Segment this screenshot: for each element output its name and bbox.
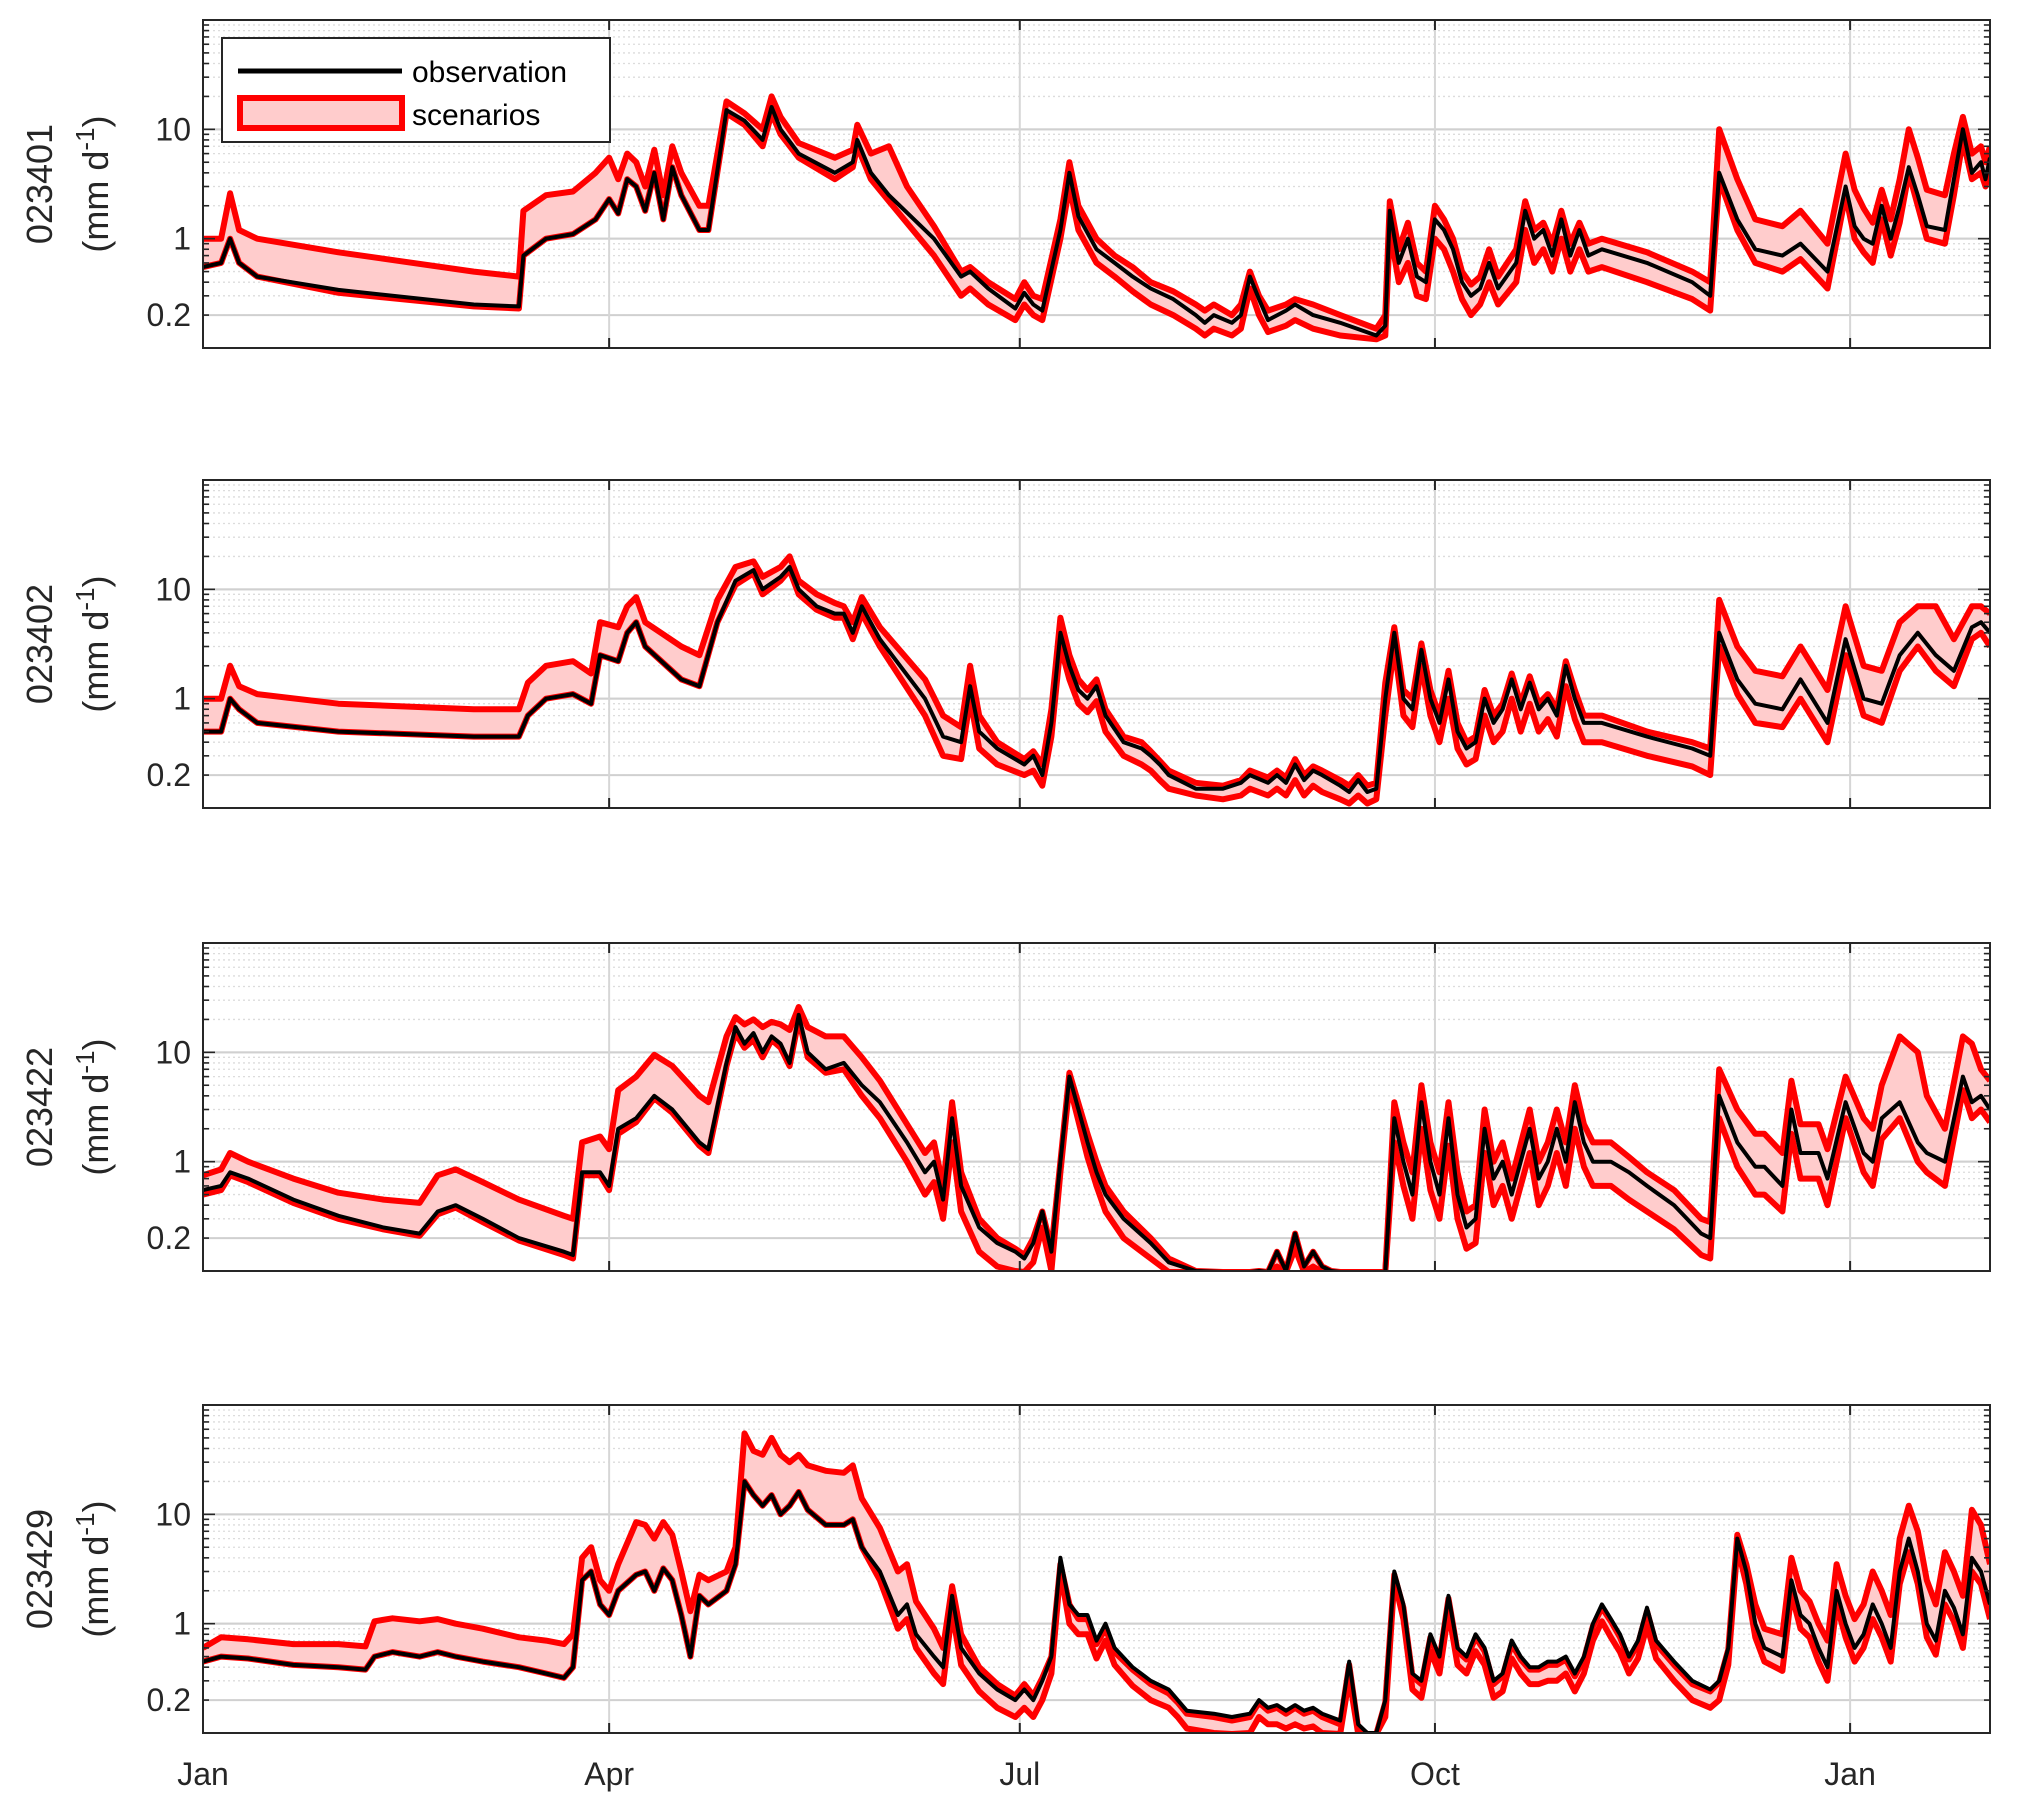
y-axis-label-unit: (mm d-1) [70, 1500, 116, 1637]
y-axis-label-station: 023422 [19, 1047, 60, 1167]
legend: observation scenarios [221, 37, 611, 143]
panel-023422: 0.2 1 10 023422 (mm d-1) [19, 942, 1991, 1272]
observation-line [203, 1479, 1990, 1733]
series-group [203, 1004, 1990, 1271]
series-group [203, 553, 1990, 807]
legend-observation-label: observation [412, 56, 567, 89]
scenario-band-fill [203, 96, 1990, 340]
y-axis-label-unit: (mm d-1) [70, 1038, 116, 1175]
y-tick-label: 1 [173, 221, 191, 257]
y-tick-label: 10 [155, 111, 191, 147]
y-axis-label-station: 023402 [19, 584, 60, 704]
x-tick-label: Jul [999, 1756, 1040, 1792]
y-tick-label: 1 [173, 1606, 191, 1642]
x-tick-label: Oct [1410, 1756, 1460, 1792]
x-tick-label: Jan [177, 1756, 229, 1792]
y-axis-label-station: 023401 [19, 124, 60, 244]
x-tick-labels: Jan Apr Jul Oct Jan [177, 1756, 1876, 1792]
y-tick-label: 10 [155, 1496, 191, 1532]
legend-scenarios-swatch [237, 95, 405, 131]
y-tick-label: 10 [155, 571, 191, 607]
axes-box [202, 942, 1991, 1272]
panel-023402: 0.2 1 10 023402 (mm d-1) [19, 479, 1991, 809]
legend-scenarios-label: scenarios [412, 99, 540, 132]
y-tick-label: 0.2 [147, 1682, 191, 1718]
y-tick-label: 0.2 [147, 297, 191, 333]
y-tick-label: 10 [155, 1034, 191, 1070]
y-tick-label: 1 [173, 681, 191, 717]
series-group [203, 93, 1990, 343]
scenario-band-upper [203, 553, 1990, 789]
x-tick-label: Apr [584, 1756, 634, 1792]
y-axis-label-unit: (mm d-1) [70, 115, 116, 252]
x-tick-label: Jan [1824, 1756, 1876, 1792]
scenario-band-upper [203, 1430, 1990, 1733]
panel-023429: 0.2 1 10 023429 (mm d-1) [19, 1404, 1991, 1734]
y-tick-label: 0.2 [147, 757, 191, 793]
y-tick-label: 0.2 [147, 1220, 191, 1256]
series-group [203, 1430, 1990, 1733]
y-axis-label-unit: (mm d-1) [70, 575, 116, 712]
axes-box [202, 479, 1991, 809]
y-axis-label-station: 023429 [19, 1509, 60, 1629]
axes-box [202, 1404, 1991, 1734]
observation-line [203, 1012, 1990, 1271]
scenario-band-fill [203, 1007, 1990, 1271]
y-tick-label: 1 [173, 1144, 191, 1180]
axes-box [202, 19, 1991, 349]
observation-line [203, 565, 1990, 794]
observation-line [203, 105, 1990, 338]
